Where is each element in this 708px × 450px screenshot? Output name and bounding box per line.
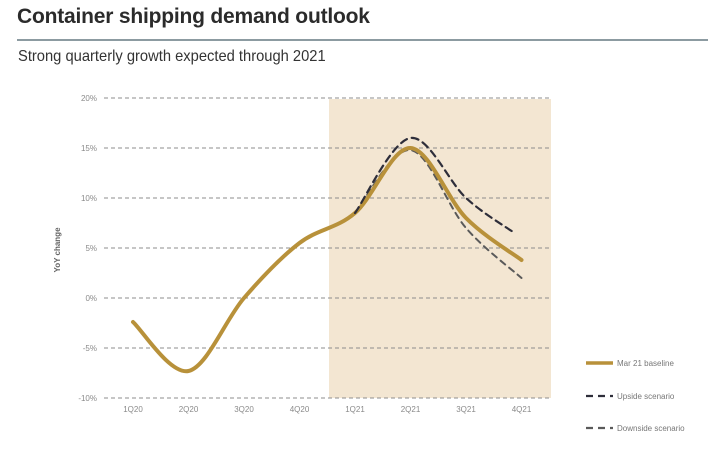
chart-subtitle: Strong quarterly growth expected through… <box>18 48 326 65</box>
x-tick-label: 3Q20 <box>234 405 254 414</box>
y-tick-label: 20% <box>81 94 97 103</box>
series-upside <box>353 136 516 235</box>
x-tick-label: 1Q20 <box>123 405 143 414</box>
legend-label-baseline: Mar 21 baseline <box>617 359 674 368</box>
forecast-shaded-region <box>329 99 551 398</box>
y-tick-label: 15% <box>81 144 97 153</box>
x-tick-label: 4Q21 <box>512 405 532 414</box>
y-tick-label: 10% <box>81 194 97 203</box>
x-tick-label: 3Q21 <box>456 405 476 414</box>
y-tick-label: 0% <box>85 294 97 303</box>
series-baseline <box>131 145 524 374</box>
y-tick-label: 5% <box>85 244 97 253</box>
title-divider <box>17 39 708 41</box>
y-tick-label: -10% <box>78 394 97 403</box>
x-tick-label: 2Q21 <box>401 405 421 414</box>
chart-title: Container shipping demand outlook <box>17 5 370 28</box>
x-tick-label: 2Q20 <box>179 405 199 414</box>
y-tick-label: -5% <box>83 344 97 353</box>
x-tick-label: 4Q20 <box>290 405 310 414</box>
legend-label-upside: Upside scenario <box>617 392 675 401</box>
x-tick-label: 1Q21 <box>345 405 365 414</box>
y-axis-label: YoY change <box>53 227 62 273</box>
legend-label-downside: Downside scenario <box>617 424 685 433</box>
